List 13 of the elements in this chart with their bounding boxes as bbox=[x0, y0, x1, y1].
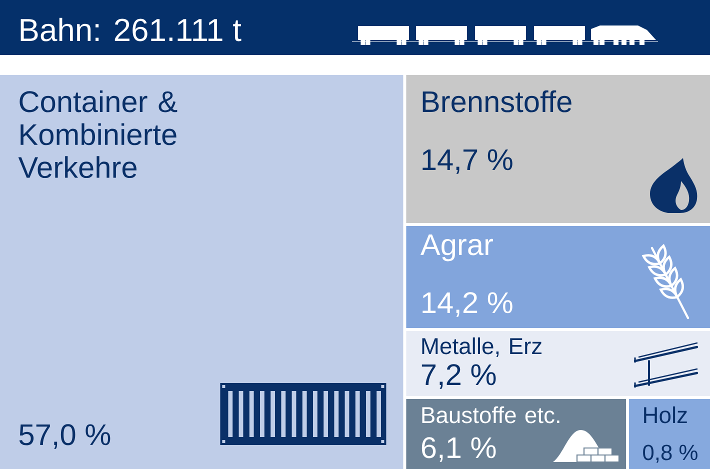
data-label: 0,8 % bbox=[643, 444, 698, 463]
data-label: 14,2 % bbox=[422, 292, 512, 317]
data-label: 6,1 % bbox=[422, 437, 496, 462]
category-label: Brennstoffe bbox=[422, 90, 572, 112]
category-label: Holz bbox=[644, 406, 687, 424]
text: Bahn: 261.111 t bbox=[20, 18, 242, 42]
data-label: 57,0 % bbox=[19, 424, 110, 449]
category-label: Agrar bbox=[420, 234, 493, 262]
data-label: 14,7 % bbox=[422, 149, 512, 174]
category-label: Container & Kombinierte Verkehre bbox=[18, 90, 178, 178]
category-label: Metalle, Erz bbox=[422, 337, 542, 357]
data-label: 7,2 % bbox=[422, 364, 496, 389]
category-label: Baustoffe etc. bbox=[422, 406, 560, 424]
